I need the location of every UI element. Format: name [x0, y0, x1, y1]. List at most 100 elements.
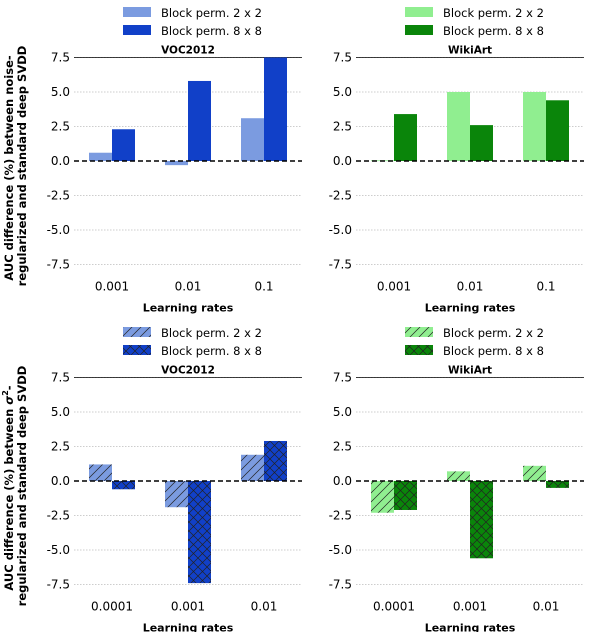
ylabel-row1-line2: regularized and standard deep SVDD — [15, 46, 29, 287]
legend: Block perm. 2 x 2 Block perm. 8 x 8 — [405, 326, 544, 358]
y-tick-label: -5.0 — [47, 543, 70, 557]
ylabel-row2-suffix: - — [2, 385, 16, 390]
panel-voc2012-noise: VOC2012 7.5 5.0 2.5 0.0 -2.5 -5.0 -7.5 0.001 0.01… — [47, 6, 302, 314]
x-tick-label: 0.001 — [95, 279, 129, 293]
legend-label: Block perm. 2 x 2 — [443, 326, 544, 340]
y-tick-label: 7.5 — [51, 51, 70, 65]
y-tick-label: 2.5 — [51, 120, 70, 134]
legend-label: Block perm. 8 x 8 — [161, 344, 262, 358]
legend-swatch — [405, 25, 433, 35]
x-tick-label: 0.001 — [377, 279, 411, 293]
ylabel-row2-sup: 2 — [1, 390, 10, 396]
y-tick-label: -7.5 — [329, 578, 352, 592]
panel-wikiart-sigma: WikiArt 7.5 5.0 2.5 0.0 -2.5 -5.0 -7.5 0.0001 0.0… — [329, 326, 584, 632]
legend-swatch — [405, 345, 433, 355]
bar — [165, 161, 188, 166]
bar — [371, 481, 394, 513]
bar — [394, 481, 417, 510]
y-tick-label: 2.5 — [333, 120, 352, 134]
x-axis-label: Learning rates — [143, 301, 234, 314]
y-tick-label: 2.5 — [333, 440, 352, 454]
x-axis-label: Learning rates — [143, 621, 234, 632]
y-tick-label: -5.0 — [329, 543, 352, 557]
x-tick-label: 0.0001 — [91, 599, 133, 613]
bar — [447, 471, 470, 481]
chart-title: WikiArt — [448, 45, 492, 57]
legend-swatch — [123, 327, 151, 337]
y-tick-label: -2.5 — [329, 509, 352, 523]
bar — [112, 129, 135, 161]
y-tick-label: -2.5 — [47, 189, 70, 203]
legend: Block perm. 2 x 2 Block perm. 8 x 8 — [123, 326, 262, 358]
y-tick-label: -5.0 — [47, 223, 70, 237]
legend-swatch — [123, 25, 151, 35]
bar — [523, 92, 546, 161]
legend-swatch — [405, 7, 433, 17]
bar — [89, 464, 112, 481]
ylabel-row2-sigma: σ — [2, 396, 16, 405]
legend-label: Block perm. 8 x 8 — [161, 24, 262, 38]
ylabel-row2: AUC difference (%) between σ2- regulariz… — [1, 366, 29, 607]
legend-swatch — [123, 345, 151, 355]
legend-label: Block perm. 8 x 8 — [443, 344, 544, 358]
bar — [546, 100, 569, 161]
x-tick-label: 0.01 — [533, 599, 560, 613]
chart-title: WikiArt — [448, 365, 492, 377]
bar — [241, 454, 264, 481]
legend: Block perm. 2 x 2 Block perm. 8 x 8 — [405, 6, 544, 38]
chart-title: VOC2012 — [161, 45, 215, 57]
bar — [470, 125, 493, 161]
y-tick-label: 0.0 — [51, 154, 70, 168]
x-tick-label: 0.1 — [536, 279, 555, 293]
legend-swatch — [405, 327, 433, 337]
legend-label: Block perm. 8 x 8 — [443, 24, 544, 38]
bar — [165, 481, 188, 508]
ylabel-row1-line1: AUC difference (%) between noise- — [2, 55, 16, 281]
panel-wikiart-noise: WikiArt 7.5 5.0 2.5 0.0 -2.5 -5.0 -7.5 0.001 0.01… — [329, 6, 584, 314]
y-tick-label: 7.5 — [333, 371, 352, 385]
y-tick-label: 0.0 — [333, 474, 352, 488]
y-tick-label: 5.0 — [333, 405, 352, 419]
y-tick-label: 5.0 — [51, 405, 70, 419]
y-tick-label: 5.0 — [51, 85, 70, 99]
bar — [112, 481, 135, 490]
x-tick-label: 0.01 — [457, 279, 484, 293]
y-tick-label: 0.0 — [51, 474, 70, 488]
x-axis-label: Learning rates — [425, 301, 516, 314]
ylabel-row2-line1: AUC difference (%) between σ2- — [1, 385, 16, 590]
ylabel-row2-line2: regularized and standard deep SVDD — [15, 366, 29, 607]
bar — [546, 481, 569, 488]
bar — [470, 481, 493, 559]
ylabel-row2-prefix: AUC difference (%) between — [2, 405, 16, 591]
panel-voc2012-sigma: VOC2012 7.5 5.0 2.5 0.0 -2.5 -5.0 -7.5 0.0001 0.0… — [47, 326, 302, 632]
legend-label: Block perm. 2 x 2 — [161, 6, 262, 20]
y-tick-label: -7.5 — [47, 258, 70, 272]
y-tick-label: 7.5 — [51, 371, 70, 385]
y-tick-label: 7.5 — [333, 51, 352, 65]
y-tick-label: 2.5 — [51, 440, 70, 454]
bar — [241, 118, 264, 161]
bar — [447, 92, 470, 161]
x-tick-label: 0.01 — [175, 279, 202, 293]
chart-title: VOC2012 — [161, 365, 215, 377]
x-tick-label: 0.1 — [254, 279, 273, 293]
legend-label: Block perm. 2 x 2 — [443, 6, 544, 20]
x-axis-label: Learning rates — [425, 621, 516, 632]
y-tick-label: -7.5 — [329, 258, 352, 272]
bar — [89, 152, 112, 161]
legend-label: Block perm. 2 x 2 — [161, 326, 262, 340]
bar — [188, 481, 211, 584]
x-tick-label: 0.0001 — [373, 599, 415, 613]
ylabel-row1: AUC difference (%) between noise- regula… — [2, 46, 29, 287]
y-tick-label: -2.5 — [329, 189, 352, 203]
y-tick-label: -7.5 — [47, 578, 70, 592]
bar — [264, 440, 287, 481]
bar — [264, 57, 287, 161]
x-tick-label: 0.001 — [171, 599, 205, 613]
y-tick-label: 5.0 — [333, 85, 352, 99]
y-tick-label: -2.5 — [47, 509, 70, 523]
bar — [394, 114, 417, 161]
bar — [188, 80, 211, 161]
y-tick-label: 0.0 — [333, 154, 352, 168]
